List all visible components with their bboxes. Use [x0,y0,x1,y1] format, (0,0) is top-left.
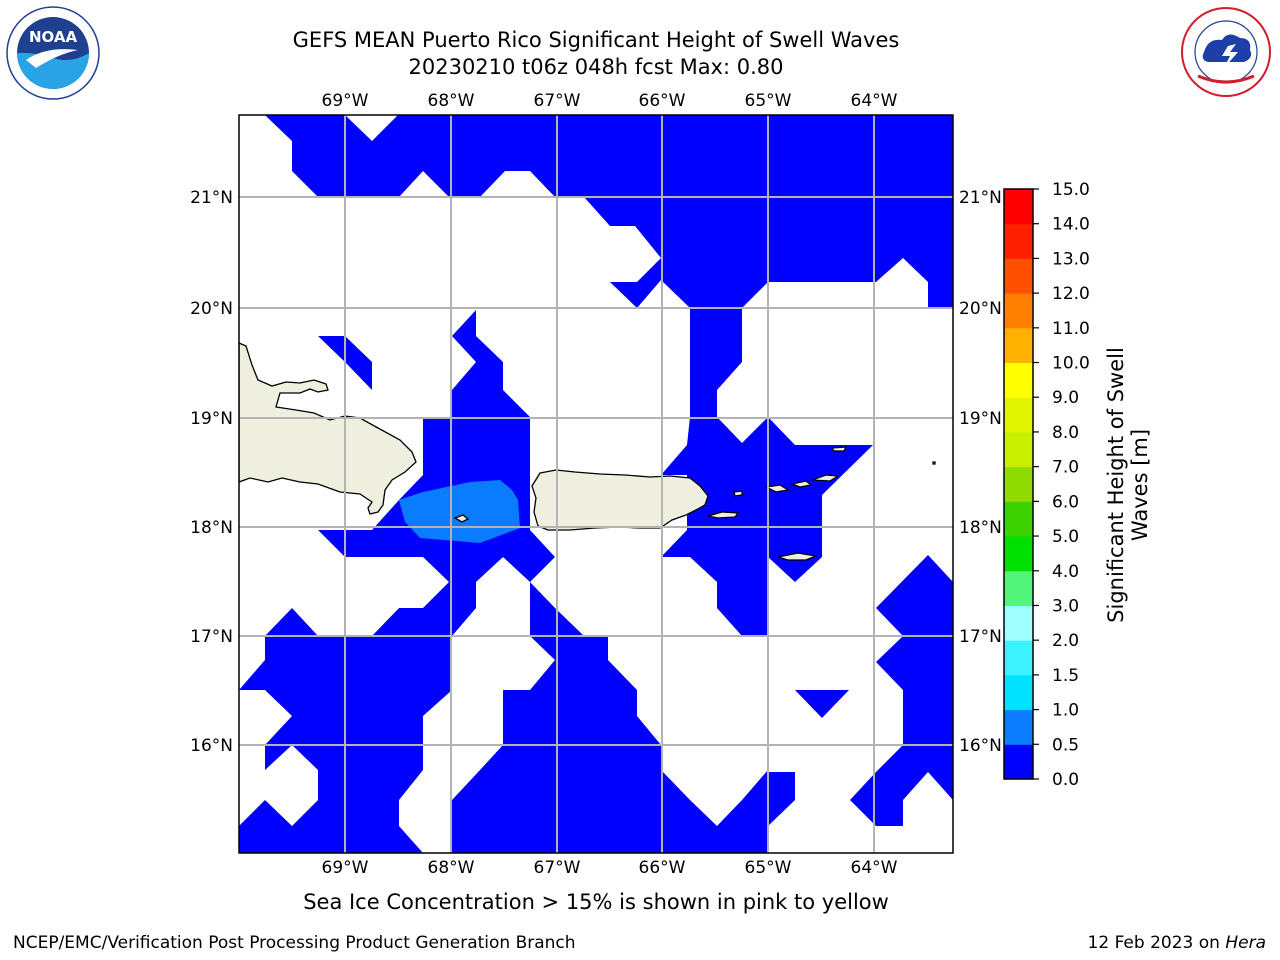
colorbar-segment [1004,640,1033,676]
colorbar-tick-label: 15.0 [1052,180,1090,200]
lat-label: 18°N [190,518,233,538]
colorbar-segment [1004,293,1033,329]
swell-region-north [265,115,953,308]
lat-label: 16°N [190,736,233,756]
lon-label: 64°W [851,91,898,111]
lon-labels-bottom: 69°W 68°W 67°W 66°W 65°W 64°W [322,858,898,878]
colorbar-segment [1004,223,1033,259]
colorbar-segment [1004,570,1033,606]
colorbar-segment [1004,466,1033,502]
colorbar-tick-label: 2.0 [1052,631,1079,651]
lat-label: 19°N [959,409,1002,429]
date-value: 12 Feb 2023 on [1087,933,1220,953]
colorbar-segment [1004,189,1033,225]
lon-label: 69°W [322,91,369,111]
lon-label: 67°W [534,91,581,111]
colorbar-segment [1004,501,1033,537]
nws-logo-icon [1181,7,1271,97]
colorbar-segment [1004,709,1033,745]
noaa-logo-text: NOAA [29,28,78,46]
colorbar-tick-label: 4.0 [1052,562,1079,582]
lat-label: 20°N [190,299,233,319]
swell-region-east [850,555,953,826]
sea-ice-caption: Sea Ice Concentration > 15% is shown in … [303,890,889,914]
colorbar-tick-label: 10.0 [1052,354,1090,374]
colorbar-tick-label: 12.0 [1052,284,1090,304]
lon-label: 65°W [745,858,792,878]
lon-label: 69°W [322,858,369,878]
colorbar-label: Significant Height of Swell Waves [m] [1104,347,1152,623]
lon-label: 67°W [534,858,581,878]
colorbar-segment [1004,536,1033,572]
lat-label: 17°N [959,627,1002,647]
colorbar-tick-label: 11.0 [1052,319,1090,339]
lat-label: 17°N [190,627,233,647]
colorbar-tick-label: 9.0 [1052,388,1079,408]
colorbar-tick-label: 13.0 [1052,249,1090,269]
colorbar-frame [1003,188,1034,780]
swell-region-south-center [452,582,795,853]
lon-label: 65°W [745,91,792,111]
colorbar-segment [1004,674,1033,711]
lat-label: 16°N [959,736,1002,756]
colorbar: 0.0 0.5 1.0 1.5 2.0 3.0 4.0 5.0 6.0 7.0 8.0 9.0 10.0… [1003,180,1090,790]
swell-region-mona [318,310,555,636]
lat-label: 19°N [190,409,233,429]
lon-label: 68°W [428,91,475,111]
colorbar-segment [1004,744,1033,780]
chart-title: GEFS MEAN Puerto Rico Significant Height… [292,28,900,52]
colorbar-segment [1004,605,1033,641]
swell-region-nw-small [318,336,372,390]
machine-name: Hera [1225,933,1266,953]
colorbar-segment [1004,362,1033,398]
colorbar-segment [1004,431,1033,468]
colorbar-tick-label: 5.0 [1052,527,1079,547]
lat-labels-left: 21°N 20°N 19°N 18°N 17°N 16°N [190,188,233,756]
swell-region-small-east [795,690,849,718]
lat-label: 21°N [190,188,233,208]
noaa-logo-icon: NOAA [6,6,100,100]
lon-labels-top: 69°W 68°W 67°W 66°W 65°W 64°W [322,91,898,111]
lon-label: 68°W [428,858,475,878]
swell-field [239,115,953,853]
colorbar-tick-label: 0.0 [1052,770,1079,790]
colorbar-segment [1004,327,1033,364]
colorbar-tick-label: 1.0 [1052,701,1079,721]
lat-labels-right: 21°N 20°N 19°N 18°N 17°N 16°N [959,188,1002,756]
lat-label: 21°N [959,188,1002,208]
lat-label: 18°N [959,518,1002,538]
colorbar-tick-label: 3.0 [1052,596,1079,616]
chart-subtitle: 20230210 t06z 048h fcst Max: 0.80 [408,55,784,79]
land-small-islands [453,446,936,561]
lon-label: 64°W [851,858,898,878]
lon-label: 66°W [639,91,686,111]
colorbar-tick-label: 1.5 [1052,666,1079,686]
colorbar-segment [1004,397,1033,433]
colorbar-tick-label: 8.0 [1052,423,1079,443]
colorbar-segment [1004,258,1033,294]
date-text: 12 Feb 2023 on Hera [1088,933,1266,953]
colorbar-tick-label: 7.0 [1052,458,1079,478]
lon-label: 66°W [639,858,686,878]
colorbar-tick-label: 14.0 [1052,215,1090,235]
swell-notch-white [345,115,398,141]
graticule [239,115,953,853]
land-hispaniola [239,342,417,515]
map-frame [238,114,954,854]
credit-text: NCEP/EMC/Verification Post Processing Pr… [13,933,576,953]
colorbar-tick-label: 0.5 [1052,735,1079,755]
lat-label: 20°N [959,299,1002,319]
colorbar-tick-label: 6.0 [1052,492,1079,512]
